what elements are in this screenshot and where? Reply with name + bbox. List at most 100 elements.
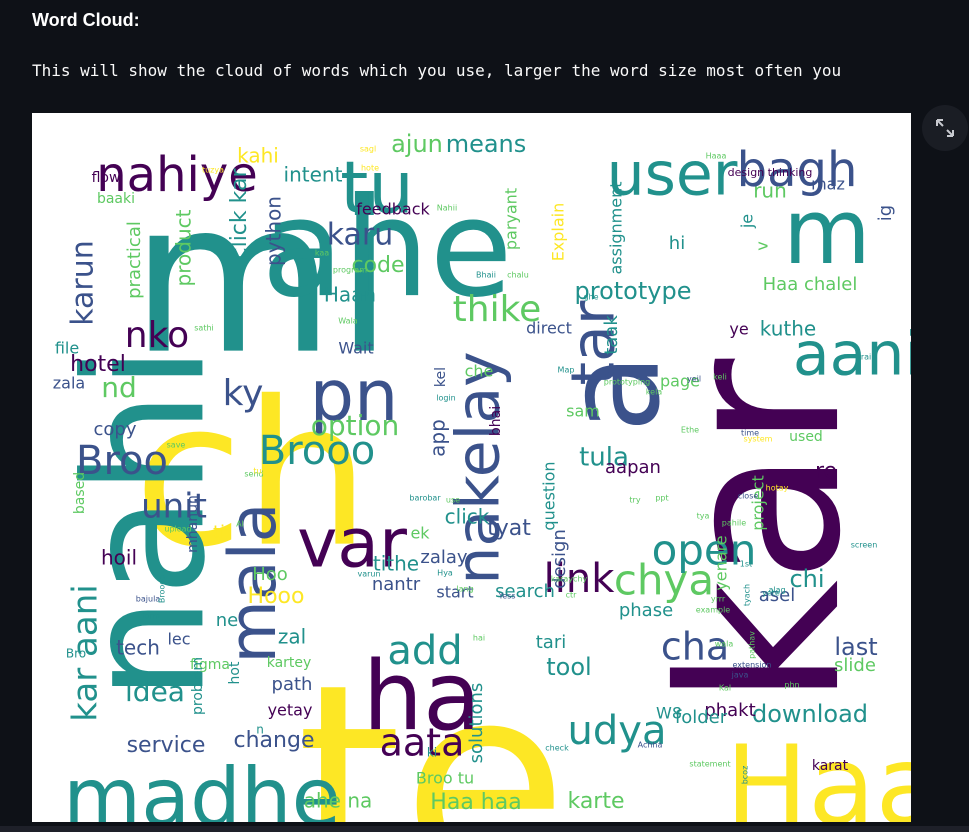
word-cloud-word: ye [729, 320, 748, 339]
word-cloud-word: time [741, 429, 759, 438]
word-cloud-word: Broo tu [416, 769, 474, 788]
word-cloud-word: system [744, 435, 773, 444]
word-cloud-word: copy [94, 419, 137, 440]
word-cloud-word: barobar [409, 494, 441, 503]
word-cloud-word: change [234, 728, 315, 753]
word-cloud-word: project [749, 475, 768, 531]
word-cloud-word: tech [116, 636, 160, 660]
word-cloud-word: 1st [740, 560, 752, 569]
word-cloud-word: kel [433, 367, 449, 387]
word-cloud-word: Haaa [706, 152, 727, 161]
word-cloud-word: aata [380, 721, 465, 765]
word-cloud-word: bagh [737, 142, 858, 198]
word-cloud-word: karte [567, 789, 624, 814]
word-cloud-word: karaychy [551, 575, 588, 584]
word-cloud-word: Haa [725, 721, 911, 822]
word-cloud-word: aani [793, 320, 911, 390]
word-cloud-word: karat [812, 758, 849, 774]
word-cloud-word: keli [713, 373, 727, 382]
word-cloud-word: pathav [748, 631, 757, 659]
word-cloud-word: Kal [719, 684, 731, 693]
word-cloud-word: baaki [97, 191, 135, 207]
word-cloud-word: tuzya [202, 166, 224, 175]
word-cloud-word: try [629, 496, 640, 505]
word-cloud-word: ig [875, 205, 896, 221]
word-cloud-word: bajula [136, 595, 160, 604]
word-cloud-word: start [436, 583, 473, 602]
word-cloud-word: nantr [372, 574, 421, 595]
word-cloud-word: java [731, 671, 749, 680]
word-cloud-word: Bro [66, 647, 86, 661]
word-cloud-word: var [297, 505, 407, 584]
word-cloud-word: send [244, 470, 263, 479]
word-cloud-word: phase [619, 600, 673, 621]
word-cloud-word: ppt [655, 494, 668, 503]
word-cloud-word: direct [526, 319, 572, 338]
word-cloud-word: tool [546, 653, 591, 681]
word-cloud-word: nahi [49, 345, 241, 701]
word-cloud-word: lec [167, 630, 190, 649]
fullscreen-expand-icon [936, 119, 954, 137]
word-cloud-word: Brooo [259, 428, 375, 474]
word-cloud-word: Yess [497, 592, 515, 601]
word-cloud-word: sam [566, 402, 600, 421]
word-cloud-word: screen [851, 541, 878, 550]
word-cloud-word: login [436, 394, 456, 403]
word-cloud-word: solutions [466, 683, 487, 764]
word-cloud-word: kartey [267, 655, 312, 671]
word-cloud-word: hote [361, 164, 379, 173]
word-cloud-word: yenare [712, 535, 731, 590]
word-cloud-word: kaa [315, 249, 329, 258]
word-cloud-word: nakelay [444, 351, 514, 584]
word-cloud-word: ajun [391, 130, 443, 158]
word-cloud-word: Haan [324, 283, 376, 307]
word-cloud-word: code [351, 253, 404, 278]
word-cloud-word: re [815, 459, 837, 484]
word-cloud-word: based [72, 472, 88, 514]
word-cloud-word: Achha [638, 741, 663, 750]
word-cloud-word: ahe [261, 170, 512, 327]
word-cloud-word: Hooo [248, 584, 305, 609]
word-cloud-word: Wala [338, 317, 358, 326]
word-cloud-word: hot [227, 661, 243, 684]
word-cloud-word: statement [689, 760, 730, 769]
word-cloud-word: train [858, 353, 877, 362]
word-cloud-word: path [272, 674, 313, 695]
word-cloud-word: tyach [743, 584, 752, 606]
fullscreen-button[interactable] [922, 105, 968, 151]
section-title: Word Cloud: [32, 10, 140, 30]
word-cloud-word: folder [675, 707, 728, 728]
word-cloud-word: mala [216, 502, 291, 663]
word-cloud-word: ne [216, 610, 238, 631]
word-cloud-word: program [333, 266, 367, 275]
word-cloud-word: Wait [338, 339, 373, 358]
word-cloud-word: che [465, 362, 494, 381]
bottom-divider [0, 826, 969, 832]
word-cloud-word: python [262, 196, 286, 266]
word-cloud-word: taak [601, 315, 622, 355]
word-cloud-word: kar aani [66, 584, 106, 721]
word-cloud-word: download [752, 700, 868, 728]
word-cloud-word: used [789, 429, 823, 445]
word-cloud-word: last [834, 633, 877, 661]
word-cloud-word: form [142, 612, 161, 621]
word-cloud-word: Hya [437, 569, 453, 578]
word-cloud-word: extension [733, 661, 772, 670]
word-cloud-word: karun [66, 240, 101, 326]
word-cloud-word: ti [213, 522, 225, 543]
word-cloud-word: thike [453, 289, 542, 330]
word-cloud-word: tithe [373, 552, 419, 576]
word-cloud-word: click [445, 505, 490, 529]
word-cloud-word: Nahii [437, 204, 457, 213]
word-cloud-word: Explain [549, 203, 568, 262]
word-cloud-word: Broooo [158, 575, 167, 603]
word-cloud-word: nko [125, 315, 189, 356]
word-cloud-word: mi [131, 156, 394, 401]
word-cloud-word: figma [190, 657, 230, 673]
word-cloud-word: feedback [356, 200, 430, 219]
word-cloud-word: udya [568, 708, 667, 754]
word-cloud-word: zal [278, 625, 306, 649]
word-cloud-word: ghe [583, 293, 598, 302]
word-cloud-word: page [660, 372, 700, 391]
word-cloud-word: m [783, 180, 871, 285]
